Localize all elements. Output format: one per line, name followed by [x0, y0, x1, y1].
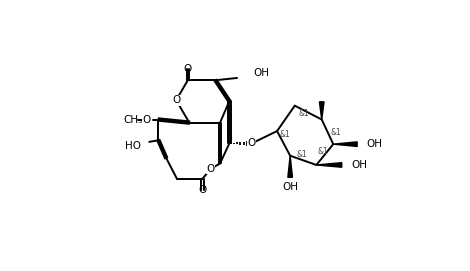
Text: &1: &1: [296, 150, 307, 159]
Text: &1: &1: [330, 128, 341, 137]
Text: O: O: [198, 185, 206, 195]
Text: CH₃: CH₃: [124, 115, 143, 125]
Text: O: O: [207, 164, 215, 174]
Polygon shape: [316, 163, 342, 167]
Text: OH: OH: [253, 67, 269, 78]
Text: HO: HO: [125, 141, 141, 151]
Text: O: O: [184, 64, 192, 75]
Text: &1: &1: [279, 130, 290, 139]
Polygon shape: [288, 156, 292, 177]
Text: O: O: [172, 95, 180, 105]
Text: OH: OH: [367, 139, 383, 149]
Text: O: O: [143, 115, 151, 125]
Text: OH: OH: [351, 160, 367, 170]
Text: OH: OH: [282, 182, 298, 192]
Text: &1: &1: [318, 147, 329, 156]
Polygon shape: [333, 142, 357, 147]
Polygon shape: [320, 102, 324, 120]
Text: O: O: [248, 138, 256, 149]
Text: &1: &1: [298, 109, 309, 118]
